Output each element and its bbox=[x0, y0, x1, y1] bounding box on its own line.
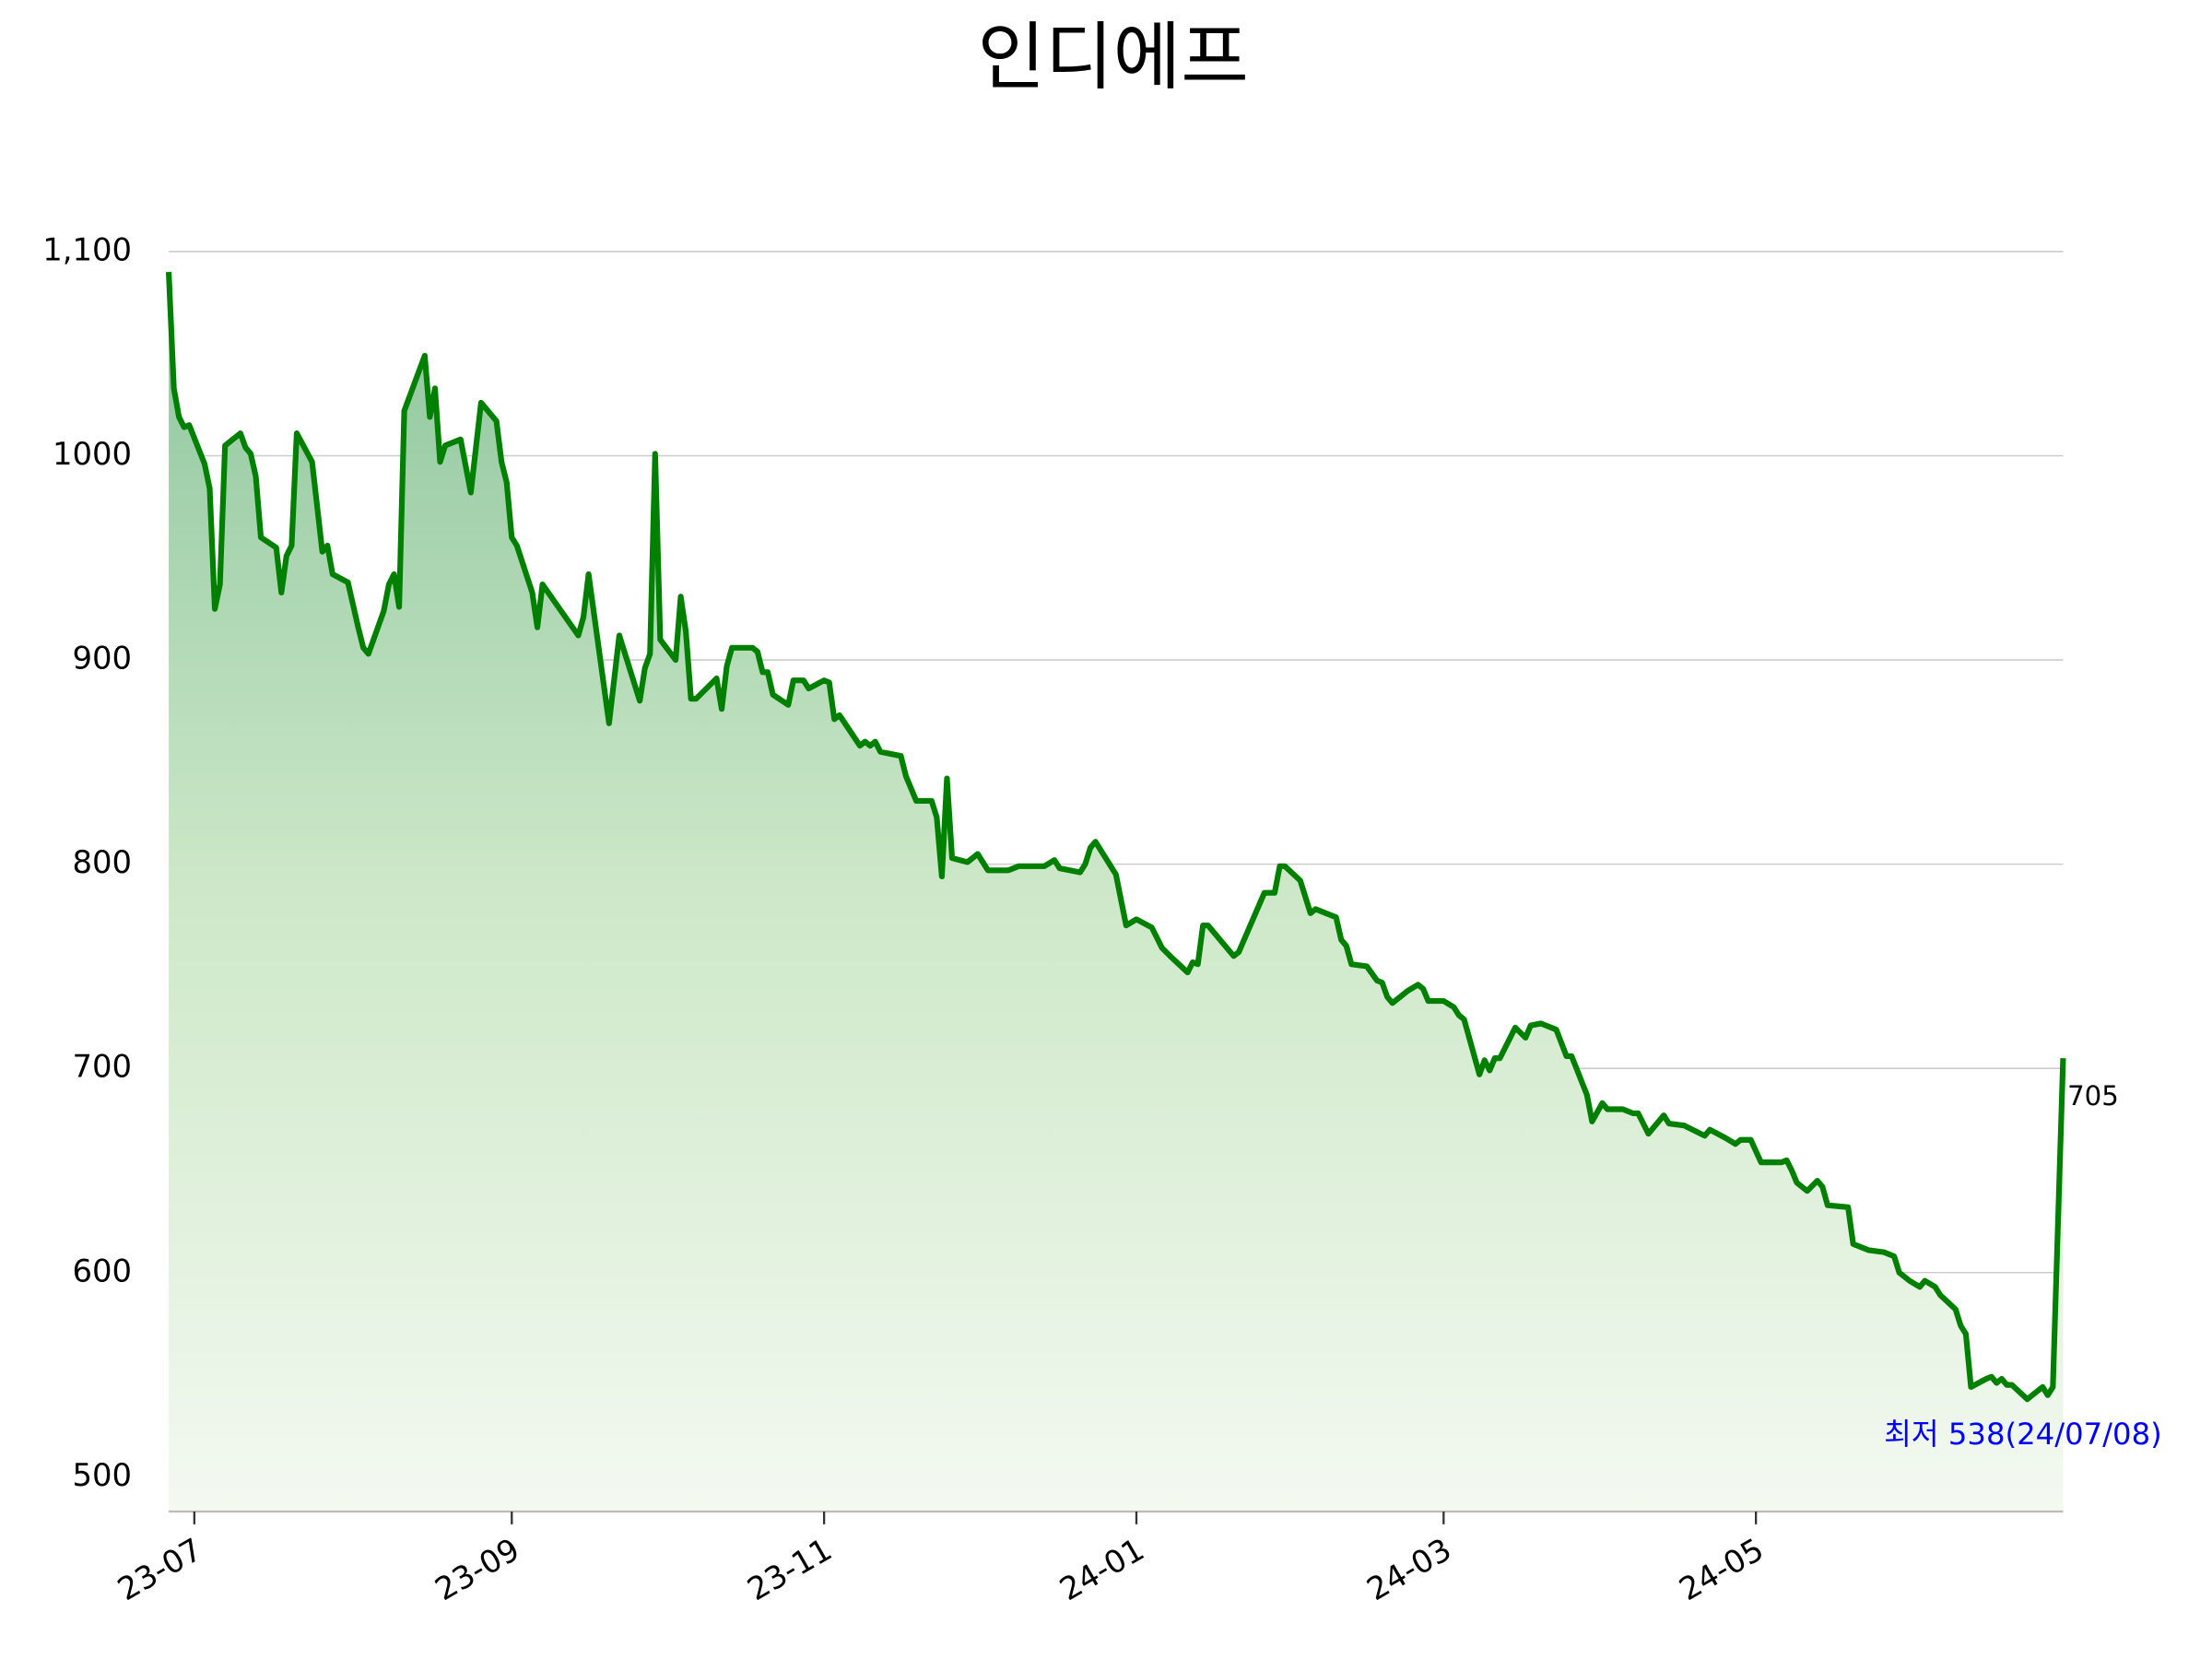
last-value-label: 705 bbox=[2067, 1080, 2119, 1112]
y-tick-label: 900 bbox=[72, 641, 132, 677]
x-tick-label: 23-07 bbox=[112, 1531, 208, 1607]
y-tick-label: 600 bbox=[72, 1253, 132, 1288]
x-tick-label: 23-09 bbox=[429, 1531, 526, 1607]
y-tick-label: 1,100 bbox=[42, 231, 132, 267]
y-tick-label: 800 bbox=[72, 844, 132, 880]
x-tick-label: 24-03 bbox=[1361, 1531, 1458, 1607]
x-tick-label: 23-11 bbox=[741, 1531, 838, 1607]
y-tick-label: 1000 bbox=[53, 436, 132, 472]
area bbox=[169, 272, 2064, 1512]
y-tick-label: 700 bbox=[72, 1049, 132, 1085]
x-tick-label: 24-01 bbox=[1053, 1531, 1150, 1607]
line bbox=[166, 271, 2066, 1403]
y-tick-label: 500 bbox=[72, 1457, 132, 1493]
x-tick-label: 24-05 bbox=[1673, 1531, 1770, 1607]
chart-title: 인디에프 bbox=[977, 15, 1248, 100]
min-annotation: 최저 538(24/07/08) bbox=[1884, 1417, 2162, 1452]
